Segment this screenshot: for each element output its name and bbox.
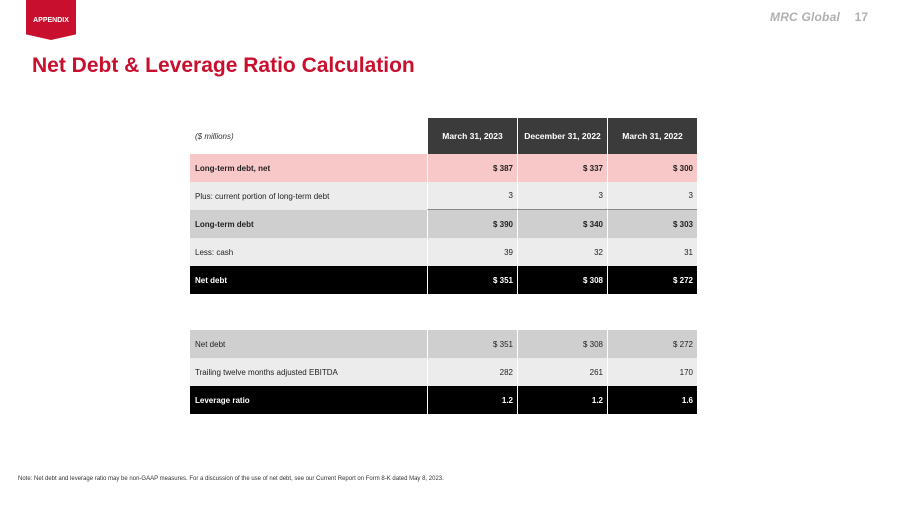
appendix-tag: APPENDIX: [26, 0, 76, 40]
cell-value: 1.2: [427, 386, 517, 414]
cell-value: $ 300: [607, 154, 697, 182]
cell-value: 1.2: [517, 386, 607, 414]
cell-value: $ 308: [517, 266, 607, 294]
page-title: Net Debt & Leverage Ratio Calculation: [32, 54, 415, 77]
cell-value: $ 351: [427, 330, 517, 358]
table-row: Less: cash 39 32 31: [190, 238, 697, 266]
cell-value: 32: [517, 238, 607, 266]
cell-value: 3: [427, 182, 517, 210]
cell-value: $ 308: [517, 330, 607, 358]
cell-value: 1.6: [607, 386, 697, 414]
cell-value: $ 387: [427, 154, 517, 182]
cell-value: $ 351: [427, 266, 517, 294]
column-header: December 31, 2022: [517, 118, 607, 154]
row-label: Trailing twelve months adjusted EBITDA: [190, 358, 427, 386]
cell-value: $ 272: [607, 266, 697, 294]
page-number: 17: [854, 10, 868, 24]
table-row: Plus: current portion of long-term debt …: [190, 182, 697, 210]
row-label: Long-term debt, net: [190, 154, 427, 182]
cell-value: $ 340: [517, 210, 607, 238]
net-debt-table: ($ millions) March 31, 2023 December 31,…: [190, 118, 697, 294]
table-row: Net debt $ 351 $ 308 $ 272: [190, 330, 697, 358]
leverage-ratio-table: Net debt $ 351 $ 308 $ 272 Trailing twel…: [190, 330, 697, 414]
cell-value: 170: [607, 358, 697, 386]
table-row: Trailing twelve months adjusted EBITDA 2…: [190, 358, 697, 386]
cell-value: 3: [517, 182, 607, 210]
cell-value: 3: [607, 182, 697, 210]
row-label: Leverage ratio: [190, 386, 427, 414]
cell-value: 31: [607, 238, 697, 266]
table-row: Leverage ratio 1.2 1.2 1.6: [190, 386, 697, 414]
cell-value: $ 337: [517, 154, 607, 182]
cell-value: $ 390: [427, 210, 517, 238]
row-label: Less: cash: [190, 238, 427, 266]
table-row: Long-term debt, net $ 387 $ 337 $ 300: [190, 154, 697, 182]
row-label: Net debt: [190, 330, 427, 358]
row-label: Plus: current portion of long-term debt: [190, 182, 427, 210]
brand-logo: MRC Global: [770, 10, 840, 24]
cell-value: 261: [517, 358, 607, 386]
row-label: Long-term debt: [190, 210, 427, 238]
cell-value: 39: [427, 238, 517, 266]
table-row: Long-term debt $ 390 $ 340 $ 303: [190, 210, 697, 238]
table-row: Net debt $ 351 $ 308 $ 272: [190, 266, 697, 294]
column-header: March 31, 2023: [427, 118, 517, 154]
cell-value: 282: [427, 358, 517, 386]
cell-value: $ 272: [607, 330, 697, 358]
table-header-row: ($ millions) March 31, 2023 December 31,…: [190, 118, 697, 154]
units-label: ($ millions): [195, 131, 234, 141]
cell-value: $ 303: [607, 210, 697, 238]
footnote: Note: Net debt and leverage ratio may be…: [18, 476, 444, 482]
row-label: Net debt: [190, 266, 427, 294]
column-header: March 31, 2022: [607, 118, 697, 154]
